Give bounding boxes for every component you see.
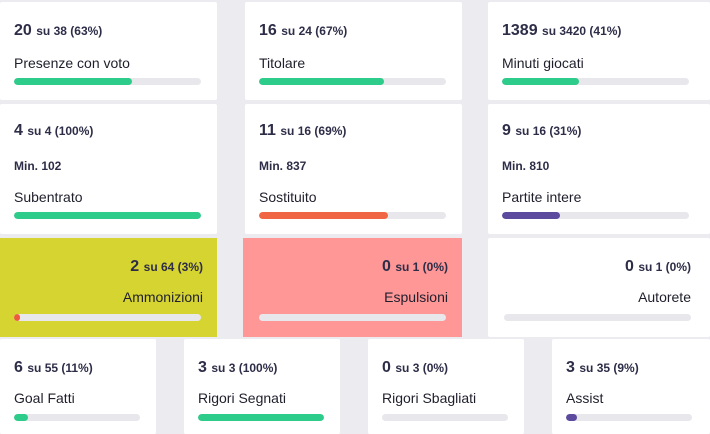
stat-label: Autorete — [638, 289, 691, 305]
card-ammonizioni: 2 su 64 (3%) Ammonizioni — [0, 238, 217, 337]
stat-label: Ammonizioni — [122, 289, 203, 305]
progress-fill — [14, 414, 28, 421]
stat-suffix: su 1 (0%) — [395, 260, 448, 274]
progress-fill — [502, 78, 579, 85]
stat-suffix: su 55 (11%) — [27, 361, 93, 375]
card-partite-intere: 9 su 16 (31%) Min. 810 Partite intere — [488, 104, 710, 234]
progress-bar — [259, 78, 446, 85]
stat-suffix: su 38 (63%) — [36, 24, 103, 38]
stat-suffix: su 64 (3%) — [143, 260, 203, 274]
stat-suffix: su 16 (31%) — [515, 124, 582, 138]
progress-fill — [566, 414, 578, 421]
stat-number: 6 — [14, 359, 23, 376]
card-rigori-segnati: 3 su 3 (100%) Rigori Segnati — [184, 339, 340, 434]
progress-fill — [14, 78, 132, 85]
stat-label: Rigori Segnati — [198, 390, 286, 406]
stat-number: 16 — [259, 22, 277, 39]
stat-label: Partite intere — [502, 189, 582, 205]
progress-fill — [259, 212, 389, 219]
progress-bar — [14, 78, 201, 85]
stat-value: 6 su 55 (11%) — [14, 359, 93, 377]
card-goal-fatti: 6 su 55 (11%) Goal Fatti — [0, 339, 156, 434]
stat-value: 11 su 16 (69%) — [259, 122, 346, 140]
stat-label: Subentrato — [14, 189, 83, 205]
stat-number: 1389 — [502, 22, 538, 39]
stat-number: 0 — [624, 258, 634, 275]
stat-number: 20 — [14, 22, 32, 39]
stat-number: 9 — [502, 122, 511, 139]
stat-minutes: Min. 837 — [259, 159, 307, 173]
stat-suffix: su 35 (9%) — [579, 361, 639, 375]
card-sostituito: 11 su 16 (69%) Min. 837 Sostituito — [245, 104, 462, 234]
progress-bar — [502, 212, 689, 219]
progress-bar — [259, 212, 446, 219]
stat-number: 4 — [14, 122, 23, 139]
stat-minutes: Min. 102 — [14, 159, 62, 173]
stat-number: 3 — [198, 359, 207, 376]
progress-bar — [14, 314, 201, 321]
stat-suffix: su 3 (0%) — [395, 361, 449, 375]
stat-suffix: su 1 (0%) — [638, 260, 691, 274]
progress-bar — [259, 314, 446, 321]
stat-number: 11 — [259, 122, 276, 139]
stat-value: 0 su 1 (0%) — [382, 258, 448, 276]
stat-label: Espulsioni — [384, 289, 448, 305]
progress-bar — [502, 78, 689, 85]
stat-number: 0 — [382, 359, 391, 376]
stat-value: 16 su 24 (67%) — [259, 22, 347, 40]
progress-fill — [198, 414, 324, 421]
progress-fill — [14, 314, 20, 321]
stat-value: 4 su 4 (100%) — [14, 122, 93, 140]
progress-bar — [566, 414, 692, 421]
stat-minutes: Min. 810 — [502, 159, 550, 173]
progress-bar — [504, 314, 691, 321]
stat-suffix: su 4 (100%) — [27, 124, 94, 138]
progress-fill — [259, 78, 385, 85]
stat-label: Sostituito — [259, 189, 317, 205]
card-subentrato: 4 su 4 (100%) Min. 102 Subentrato — [0, 104, 217, 234]
stat-suffix: su 24 (67%) — [281, 24, 348, 38]
progress-bar — [198, 414, 324, 421]
stat-suffix: su 16 (69%) — [280, 124, 347, 138]
card-autorete: 0 su 1 (0%) Autorete — [488, 238, 710, 337]
card-espulsioni: 0 su 1 (0%) Espulsioni — [243, 238, 462, 337]
stat-value: 20 su 38 (63%) — [14, 22, 102, 40]
progress-bar — [14, 414, 140, 421]
progress-fill — [502, 212, 560, 219]
card-minuti: 1389 su 3420 (41%) Minuti giocati — [488, 2, 710, 100]
stat-label: Presenze con voto — [14, 55, 130, 71]
stat-number: 2 — [130, 258, 140, 275]
progress-fill — [14, 212, 201, 219]
stat-value: 0 su 1 (0%) — [625, 258, 691, 276]
card-assist: 3 su 35 (9%) Assist — [552, 339, 710, 434]
stat-value: 2 su 64 (3%) — [130, 258, 203, 276]
progress-bar — [14, 212, 201, 219]
stat-suffix: su 3 (100%) — [211, 361, 278, 375]
progress-bar — [382, 414, 508, 421]
stat-label: Rigori Sbagliati — [382, 390, 477, 406]
card-titolare: 16 su 24 (67%) Titolare — [245, 2, 462, 100]
stat-number: 0 — [381, 258, 391, 275]
card-presenze: 20 su 38 (63%) Presenze con voto — [0, 2, 217, 100]
stat-label: Minuti giocati — [502, 55, 584, 71]
stat-label: Assist — [566, 390, 604, 406]
stat-suffix: su 3420 (41%) — [542, 24, 622, 38]
stat-value: 0 su 3 (0%) — [382, 359, 448, 377]
stat-number: 3 — [566, 359, 575, 376]
stat-value: 1389 su 3420 (41%) — [502, 22, 621, 40]
card-rigori-sbagliati: 0 su 3 (0%) Rigori Sbagliati — [368, 339, 524, 434]
stat-value: 3 su 3 (100%) — [198, 359, 277, 377]
stat-value: 3 su 35 (9%) — [566, 359, 639, 377]
stat-label: Goal Fatti — [14, 390, 75, 406]
stat-label: Titolare — [259, 55, 306, 71]
stat-value: 9 su 16 (31%) — [502, 122, 581, 140]
